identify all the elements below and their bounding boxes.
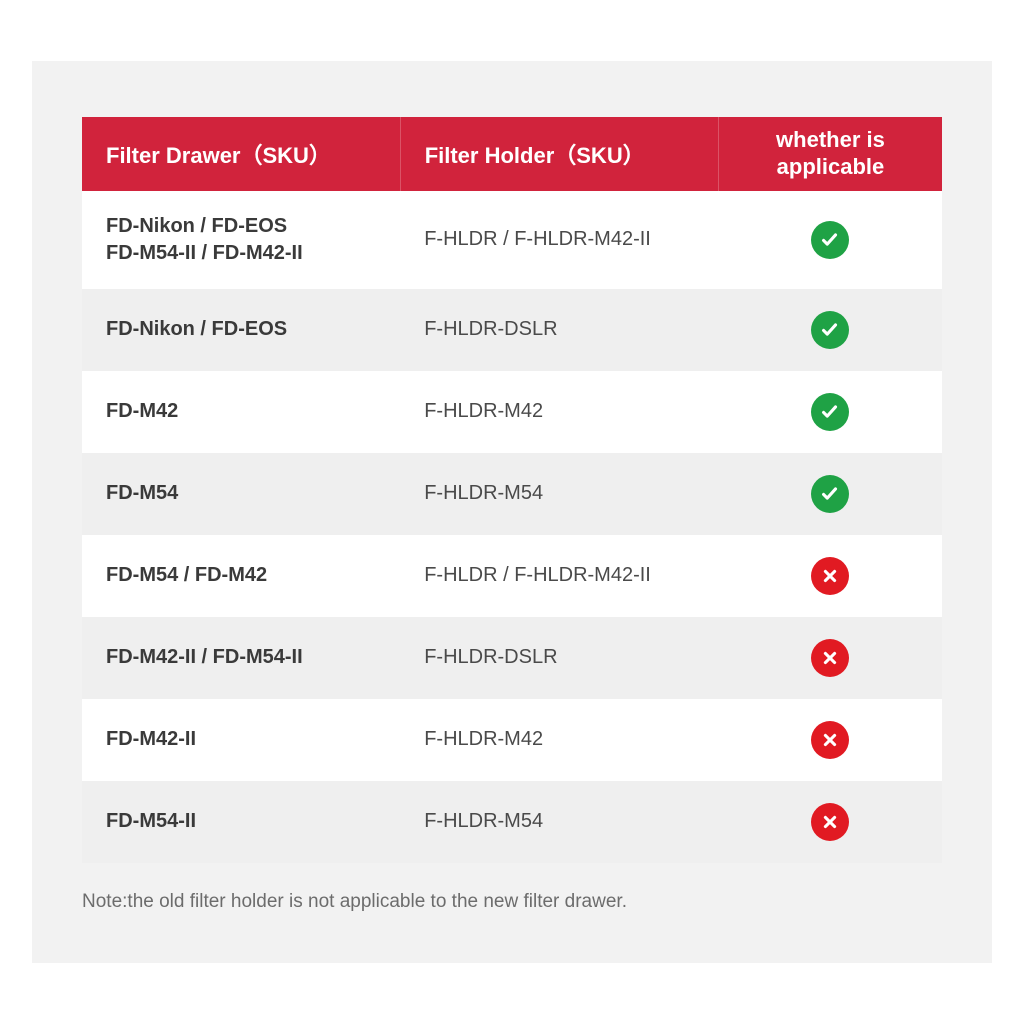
- cell-status: [718, 781, 942, 863]
- cross-icon: [811, 639, 849, 677]
- cross-icon: [811, 721, 849, 759]
- cell-holder: F-HLDR-M42: [400, 371, 718, 453]
- table-row: FD-M42-II / FD-M54-IIF-HLDR-DSLR: [82, 617, 942, 699]
- cell-status: [718, 453, 942, 535]
- cell-drawer: FD-M54: [82, 453, 400, 535]
- cell-holder: F-HLDR-DSLR: [400, 289, 718, 371]
- cell-drawer: FD-M54-II: [82, 781, 400, 863]
- footer-note: Note:the old filter holder is not applic…: [82, 891, 942, 913]
- cell-holder: F-HLDR-DSLR: [400, 617, 718, 699]
- cell-status: [718, 617, 942, 699]
- check-icon: [811, 475, 849, 513]
- cell-drawer: FD-M54 / FD-M42: [82, 535, 400, 617]
- cell-holder: F-HLDR-M54: [400, 453, 718, 535]
- cell-holder: F-HLDR-M54: [400, 781, 718, 863]
- compatibility-table: Filter Drawer（SKU） Filter Holder（SKU） wh…: [82, 117, 942, 863]
- cell-drawer: FD-Nikon / FD-EOS: [82, 289, 400, 371]
- cell-status: [718, 535, 942, 617]
- cell-status: [718, 191, 942, 289]
- table-row: FD-Nikon / FD-EOSF-HLDR-DSLR: [82, 289, 942, 371]
- cell-holder: F-HLDR / F-HLDR-M42-II: [400, 535, 718, 617]
- table-row: FD-M42-IIF-HLDR-M42: [82, 699, 942, 781]
- cell-status: [718, 289, 942, 371]
- cell-drawer: FD-Nikon / FD-EOSFD-M54-II / FD-M42-II: [82, 191, 400, 289]
- compatibility-panel: Filter Drawer（SKU） Filter Holder（SKU） wh…: [32, 61, 992, 963]
- cross-icon: [811, 557, 849, 595]
- table-row: FD-M42F-HLDR-M42: [82, 371, 942, 453]
- cell-holder: F-HLDR / F-HLDR-M42-II: [400, 191, 718, 289]
- table-row: FD-Nikon / FD-EOSFD-M54-II / FD-M42-IIF-…: [82, 191, 942, 289]
- cell-drawer: FD-M42-II: [82, 699, 400, 781]
- cross-icon: [811, 803, 849, 841]
- cell-status: [718, 699, 942, 781]
- col-header-applicable: whether is applicable: [718, 117, 942, 191]
- table-row: FD-M54-IIF-HLDR-M54: [82, 781, 942, 863]
- col-header-drawer: Filter Drawer（SKU）: [82, 117, 400, 191]
- check-icon: [811, 393, 849, 431]
- cell-drawer: FD-M42: [82, 371, 400, 453]
- cell-holder: F-HLDR-M42: [400, 699, 718, 781]
- col-header-holder: Filter Holder（SKU）: [400, 117, 718, 191]
- table-row: FD-M54 / FD-M42F-HLDR / F-HLDR-M42-II: [82, 535, 942, 617]
- check-icon: [811, 221, 849, 259]
- cell-status: [718, 371, 942, 453]
- table-body: FD-Nikon / FD-EOSFD-M54-II / FD-M42-IIF-…: [82, 191, 942, 863]
- check-icon: [811, 311, 849, 349]
- cell-drawer: FD-M42-II / FD-M54-II: [82, 617, 400, 699]
- table-row: FD-M54F-HLDR-M54: [82, 453, 942, 535]
